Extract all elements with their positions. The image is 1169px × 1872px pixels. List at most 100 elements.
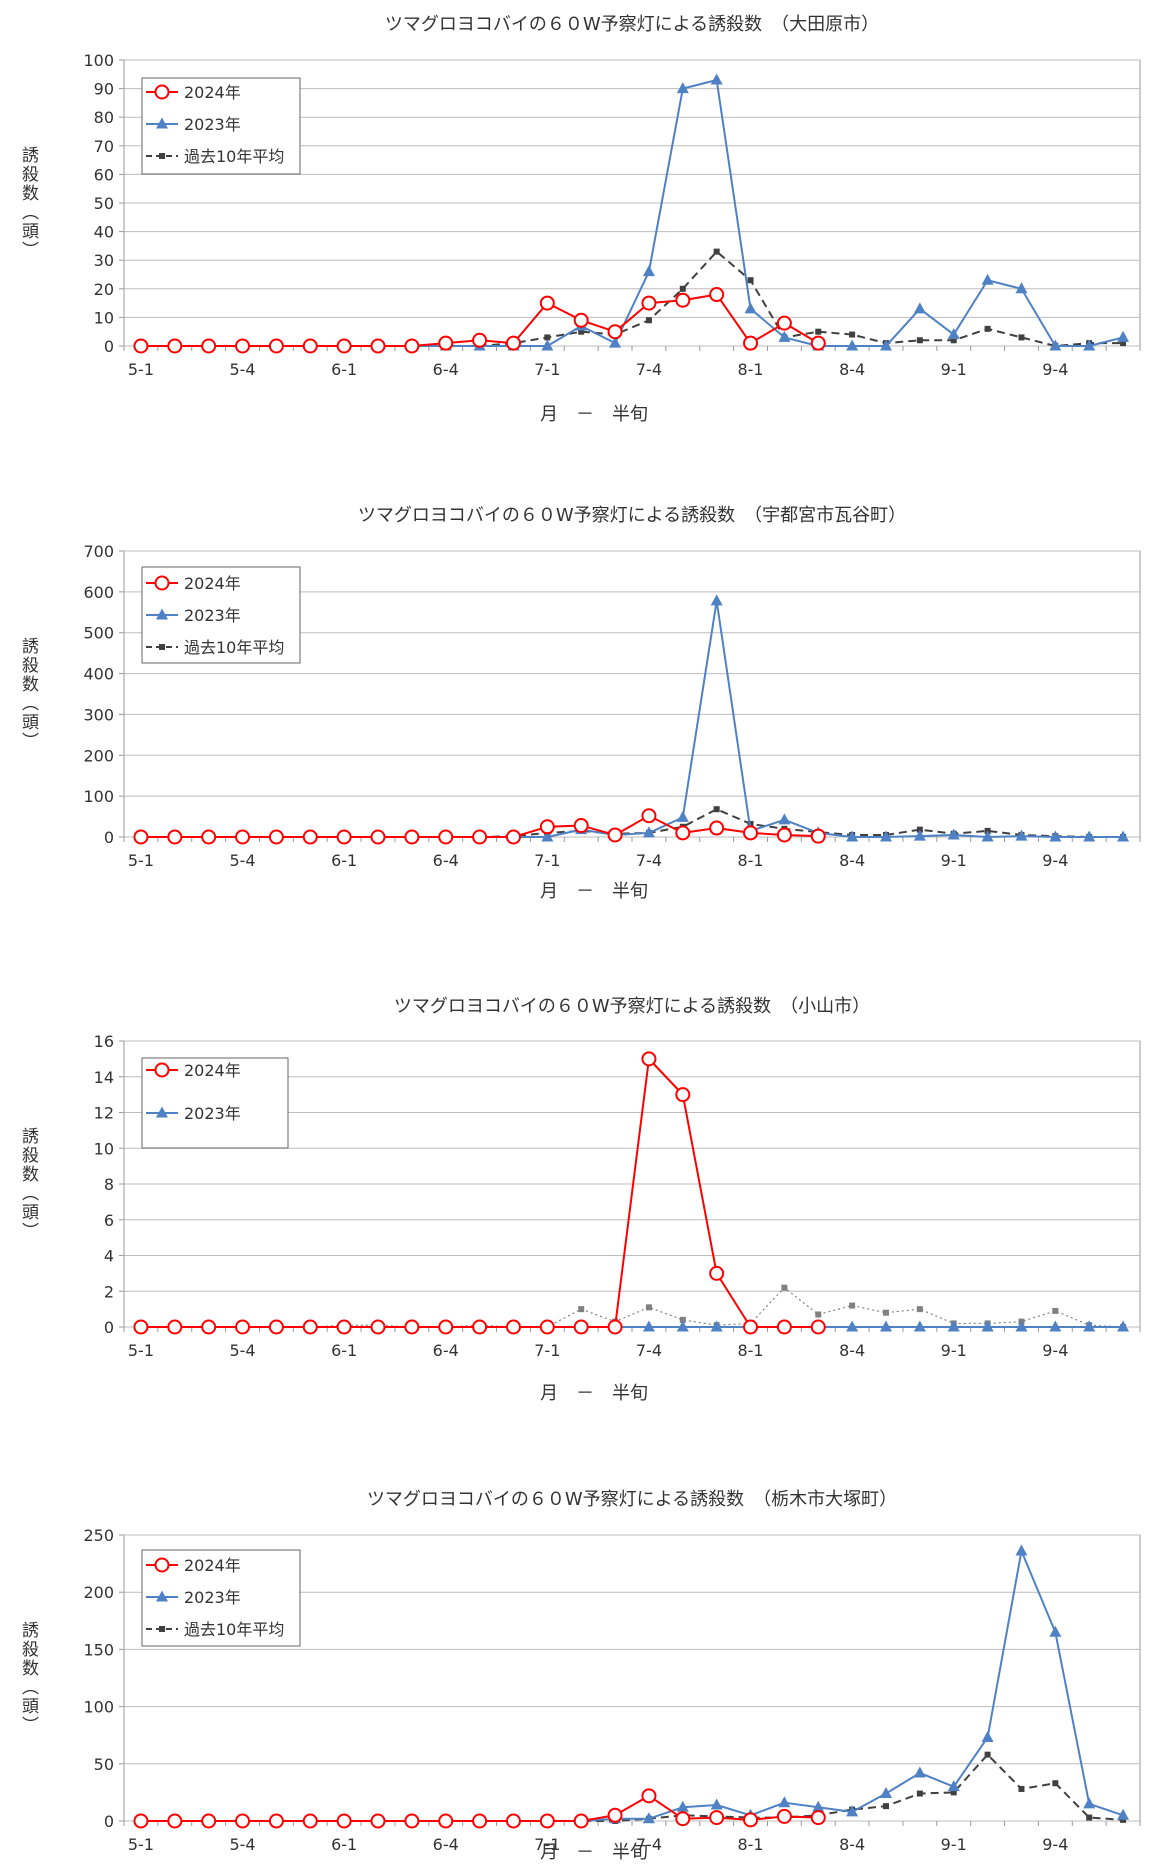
- x-tick-label: 5-4: [229, 851, 255, 870]
- x-tick-label: 9-1: [941, 1341, 967, 1360]
- x-axis-label: 月 － 半旬: [540, 881, 648, 902]
- data-point: [573, 818, 589, 834]
- data-point: [1049, 1320, 1062, 1332]
- data-point: [235, 1813, 251, 1829]
- data-point: [1120, 1816, 1127, 1823]
- y-axis-label: 誘殺数（頭）: [18, 637, 39, 751]
- x-tick-label: 7-4: [636, 1835, 662, 1854]
- data-point: [1015, 1320, 1028, 1332]
- data-point: [268, 338, 284, 354]
- legend-marker: [156, 1590, 168, 1602]
- legend-marker: [154, 1062, 170, 1078]
- data-point: [710, 73, 723, 85]
- data-point: [472, 1319, 488, 1335]
- data-point: [641, 808, 657, 824]
- data-point: [743, 335, 759, 351]
- x-tick-label: 8-1: [737, 1835, 763, 1854]
- data-point: [815, 328, 822, 335]
- data-point: [645, 317, 652, 324]
- data-point: [438, 335, 454, 351]
- data-point: [849, 331, 856, 338]
- data-point: [1083, 1797, 1096, 1809]
- data-point: [472, 332, 488, 348]
- y-tick-label: 100: [83, 51, 114, 70]
- y-tick-label: 12: [94, 1104, 114, 1123]
- data-point: [710, 1320, 723, 1332]
- data-point: [641, 1788, 657, 1804]
- data-point: [268, 1813, 284, 1829]
- legend-label: 2023年: [184, 1588, 241, 1607]
- y-tick-label: 0: [104, 1812, 114, 1831]
- y-tick-label: 400: [83, 665, 114, 684]
- data-point: [642, 265, 655, 277]
- data-point: [1015, 282, 1028, 294]
- data-point: [1083, 339, 1096, 351]
- data-point: [880, 1787, 892, 1799]
- x-tick-label: 7-1: [534, 851, 560, 870]
- data-point: [675, 825, 691, 841]
- legend-marker: [159, 1626, 165, 1632]
- x-tick-label: 6-1: [331, 360, 357, 379]
- chart-1: ツマグロヨコバイの６０W予察灯による誘殺数 （大田原市） 0 10 20 30 40 50 6…: [18, 14, 1141, 425]
- x-tick-label: 8-4: [839, 1835, 865, 1854]
- y-tick-label: 600: [83, 583, 114, 602]
- data-point: [336, 1813, 352, 1829]
- data-point: [541, 830, 554, 842]
- data-point: [880, 339, 892, 351]
- y-tick-label: 200: [83, 1583, 114, 1602]
- data-point: [641, 295, 657, 311]
- data-point: [370, 338, 386, 354]
- x-tick-label: 9-4: [1042, 1341, 1068, 1360]
- data-point: [916, 826, 923, 833]
- legend-label: 過去10年平均: [184, 147, 284, 166]
- y-tick-label: 50: [94, 1755, 114, 1774]
- data-point: [642, 1812, 655, 1824]
- y-tick-label: 300: [83, 705, 114, 724]
- x-tick-label: 6-1: [331, 1341, 357, 1360]
- data-point: [916, 337, 923, 344]
- y-tick-label: 60: [94, 165, 114, 184]
- x-tick-label: 6-1: [331, 851, 357, 870]
- y-tick-label: 10: [94, 1139, 114, 1158]
- data-point: [810, 1810, 826, 1826]
- chart-2: ツマグロヨコバイの６０W予察灯による誘殺数 （宇都宮市瓦谷町） 0 100 200 30…: [18, 505, 1141, 902]
- data-point: [916, 1790, 923, 1797]
- data-point: [539, 819, 555, 835]
- x-tick-label: 5-4: [229, 1835, 255, 1854]
- data-point: [133, 338, 149, 354]
- data-point: [676, 82, 689, 94]
- data-point: [505, 829, 521, 845]
- legend-label: 2024年: [184, 1061, 241, 1080]
- data-point: [675, 1811, 691, 1827]
- data-point: [1052, 1780, 1059, 1787]
- legend-marker: [159, 153, 165, 159]
- x-tick-label: 8-4: [839, 851, 865, 870]
- data-point: [404, 1813, 420, 1829]
- legend-marker: [159, 644, 165, 650]
- legend-label: 2024年: [184, 83, 241, 102]
- data-point: [981, 273, 994, 285]
- data-point: [744, 302, 757, 314]
- data-point: [1083, 830, 1096, 842]
- data-point: [846, 830, 859, 842]
- data-point: [913, 302, 926, 314]
- data-point: [679, 285, 686, 292]
- x-tick-label: 9-4: [1042, 1835, 1068, 1854]
- data-point: [133, 829, 149, 845]
- data-point: [812, 1800, 825, 1812]
- y-axis-label: 誘殺数（頭）: [18, 1127, 39, 1241]
- data-point: [950, 1789, 957, 1796]
- data-point: [404, 829, 420, 845]
- x-tick-label: 5-1: [128, 1835, 154, 1854]
- data-point: [268, 1319, 284, 1335]
- data-point: [1117, 1320, 1130, 1332]
- chart-title: ツマグロヨコバイの６０W予察灯による誘殺数 （大田原市）: [385, 14, 879, 35]
- x-tick-label: 9-4: [1042, 360, 1068, 379]
- data-point: [302, 829, 318, 845]
- x-tick-label: 7-1: [534, 1835, 560, 1854]
- legend-label: 2023年: [184, 606, 241, 625]
- y-tick-label: 90: [94, 80, 114, 99]
- data-point: [947, 1780, 960, 1792]
